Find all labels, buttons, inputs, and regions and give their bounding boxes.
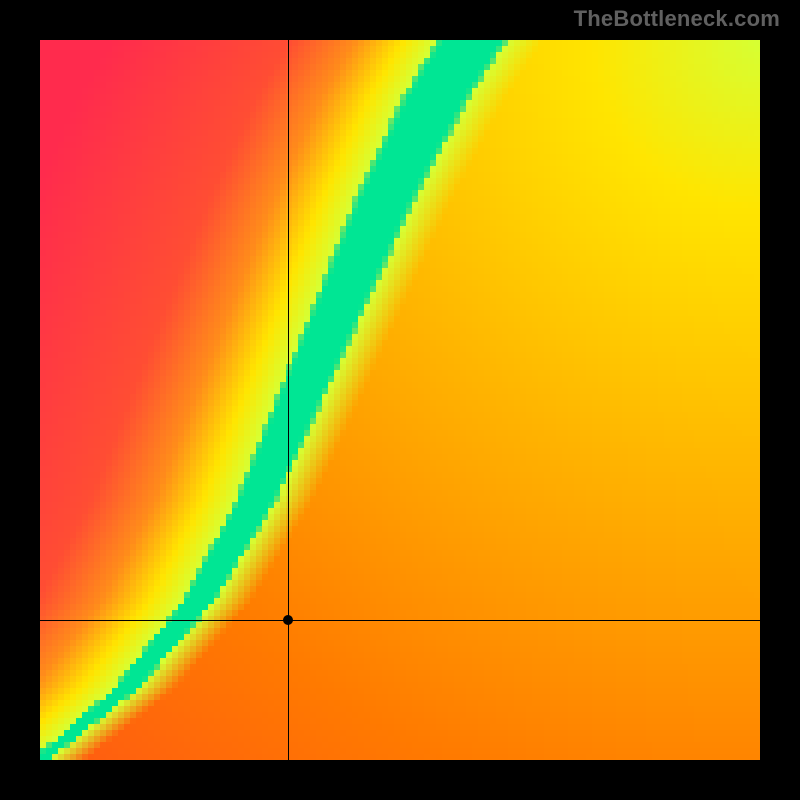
crosshair-marker	[283, 615, 293, 625]
heatmap-canvas	[40, 40, 760, 760]
crosshair-vertical-line	[288, 40, 289, 760]
crosshair-horizontal-line	[40, 620, 760, 621]
heatmap-plot	[40, 40, 760, 760]
watermark-text: TheBottleneck.com	[574, 6, 780, 32]
